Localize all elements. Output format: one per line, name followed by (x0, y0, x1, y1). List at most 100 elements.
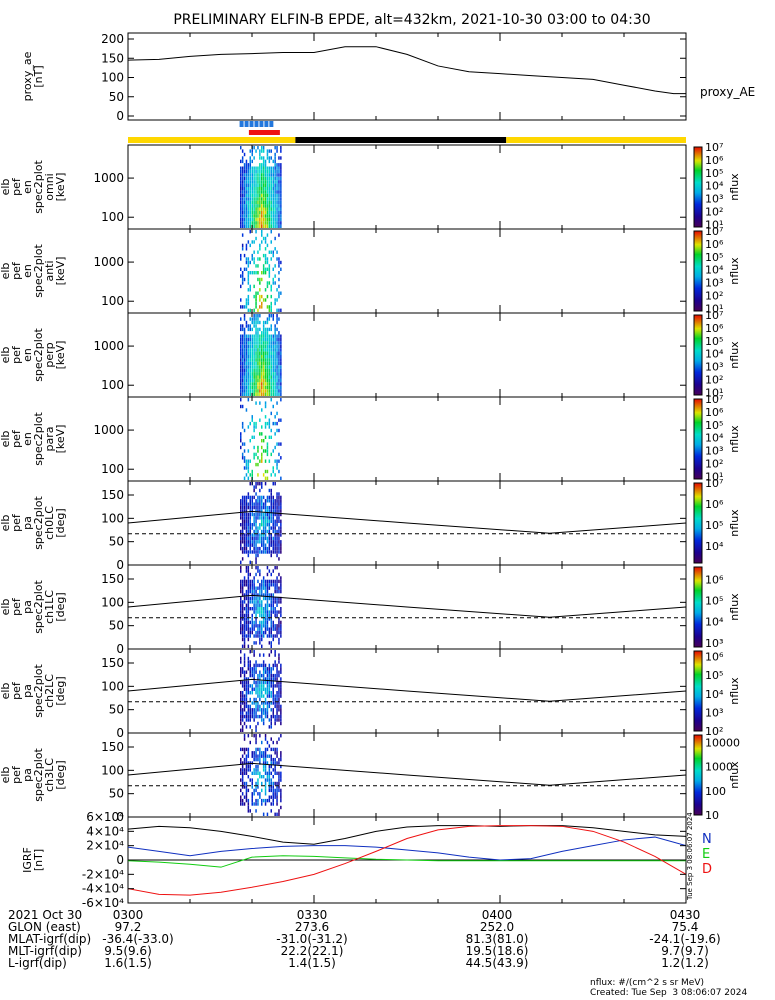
panel-omni-cell (274, 159, 276, 164)
panel-ch2LC-cell (253, 714, 255, 719)
panel-omni-cell (278, 207, 280, 211)
status-bar-black-1 (295, 137, 507, 143)
panel-ch1LC-cell (270, 600, 272, 604)
panel-ch0LC-tick-label-3: 150 (101, 488, 124, 502)
panel-ch3LC-cell (264, 757, 267, 762)
panel-omni-cell (276, 200, 278, 205)
panel-anti-cell (241, 233, 244, 237)
panel-ch0LC-cell (243, 526, 246, 530)
panel-ch2LC-cell (240, 680, 242, 685)
panel-ch0LC-cell (240, 560, 242, 564)
panel-ch1LC-cell (259, 637, 261, 642)
panel-ch0LC-cell (274, 523, 276, 527)
panel-ch2LC-cell (241, 680, 244, 685)
panel-ch3LC-cell (270, 757, 272, 762)
panel-ch0LC-cell (278, 516, 280, 520)
panel-omni-cell (264, 166, 267, 170)
panel-perp-cell (262, 382, 265, 386)
panel-perp-cbar-tick-5: 10⁶ (705, 322, 724, 335)
panel-perp-cell (264, 351, 267, 355)
panel-perp-cell (264, 378, 267, 383)
panel-perp-cell (249, 358, 251, 362)
panel-ch1LC-cell (257, 579, 259, 584)
panel-perp-cell (251, 355, 253, 359)
panel-ch1LC-cell (268, 603, 271, 607)
panel-ch0LC-cell (264, 523, 267, 527)
panel-perp-cbar-seg-35 (694, 323, 702, 326)
panel-perp-cell (280, 337, 282, 342)
panel-anti-cell (245, 305, 248, 309)
panel-omni-cbar-tick-0: 10¹ (705, 218, 723, 231)
panel-ch3LC-cell (251, 798, 253, 803)
panel-ch2LC-cell (264, 687, 267, 691)
panel-perp-cell (264, 348, 267, 352)
panel-ch1LC-cell (268, 630, 271, 635)
panel-ch3LC-cell (270, 761, 272, 765)
panel-omni-cell (264, 183, 267, 187)
panel-para-cell (255, 401, 257, 405)
panel-omni-cell (270, 190, 272, 194)
panel-perp-cell (251, 351, 253, 355)
panel-ch2LC-cell (255, 708, 257, 712)
panel-omni-cell (255, 180, 257, 184)
panel-perp-cell (240, 358, 242, 362)
panel-ch2LC-cell (251, 684, 253, 688)
panel-ch3LC-cell (276, 754, 278, 758)
panel-ch3LC-cell (268, 798, 271, 803)
panel-ch3LC-cell (276, 812, 278, 816)
panel-ch2LC-cbar-tick-4: 10⁶ (705, 651, 724, 664)
panel-ch0LC-cell (251, 495, 253, 500)
panel-ch0LC-cbar-seg-6 (694, 549, 702, 552)
panel-ch3LC-cbar-seg-11 (694, 791, 702, 794)
panel-ch1LC-cell (262, 596, 265, 601)
panel-ch1LC-cbar-seg-7 (694, 631, 702, 634)
panel-omni-cbar-seg-15 (694, 195, 702, 198)
panel-ch0LC-cell (255, 560, 257, 564)
panel-ch1LC-cell (276, 596, 278, 601)
panel-ch1LC-cell (241, 624, 244, 628)
panel-ch2LC-cell (264, 714, 267, 719)
panel-para-cell (264, 401, 267, 405)
panel-para-cell (261, 432, 263, 436)
panel-ch1LC-cell (278, 610, 280, 614)
panel-anti-cbar-seg-17 (694, 275, 702, 278)
panel-para-cell (257, 449, 259, 453)
panel-ch1LC-cell (253, 579, 255, 584)
panel-para-cell (261, 408, 263, 412)
panel-ch0LC-cell (266, 519, 269, 523)
panel-anti-cell (240, 305, 242, 309)
proxy-ae-ylabel: proxy_ae[nT] (21, 51, 45, 101)
status-blue-mark-1 (244, 121, 249, 127)
panel-omni-cell (272, 176, 274, 181)
panel-ch3LC-cell (268, 744, 271, 748)
panel-omni-cell (274, 176, 276, 181)
panel-anti-cell (264, 247, 267, 251)
panel-ch0LC-cell (266, 529, 269, 534)
panel-ch1LC-cell (262, 634, 265, 638)
panel-anti-cell (270, 288, 272, 292)
panel-omni-cell (270, 193, 272, 198)
panel-perp-cell (270, 355, 272, 359)
panel-ch2LC-cell (262, 663, 265, 668)
panel-omni-cell (274, 156, 276, 160)
panel-para-cell (276, 442, 278, 446)
panel-ch1LC-cell (268, 583, 271, 587)
panel-ch2LC-cell (245, 714, 248, 719)
panel-ch2LC-cell (274, 673, 276, 678)
panel-anti-cell (272, 253, 274, 258)
panel-perp-cell (262, 368, 265, 373)
panel-perp-cell (245, 375, 248, 379)
panel-anti-cell (247, 271, 250, 275)
panel-omni-cell (251, 152, 253, 157)
panel-ch1LC-cbar-seg-12 (694, 621, 702, 624)
panel-omni-cell (251, 207, 253, 211)
panel-ch1LC-losscone-line (127, 594, 687, 618)
panel-ch3LC-cell (247, 788, 250, 793)
panel-perp-cell (278, 375, 280, 379)
panel-ch1LC-cell (274, 583, 276, 587)
panel-ch0LC-cell (264, 502, 267, 506)
panel-para-cell (243, 442, 246, 446)
panel-perp-cell (249, 317, 251, 321)
panel-ch0LC-cbar-seg-32 (694, 497, 702, 500)
panel-perp-cell (266, 389, 269, 393)
